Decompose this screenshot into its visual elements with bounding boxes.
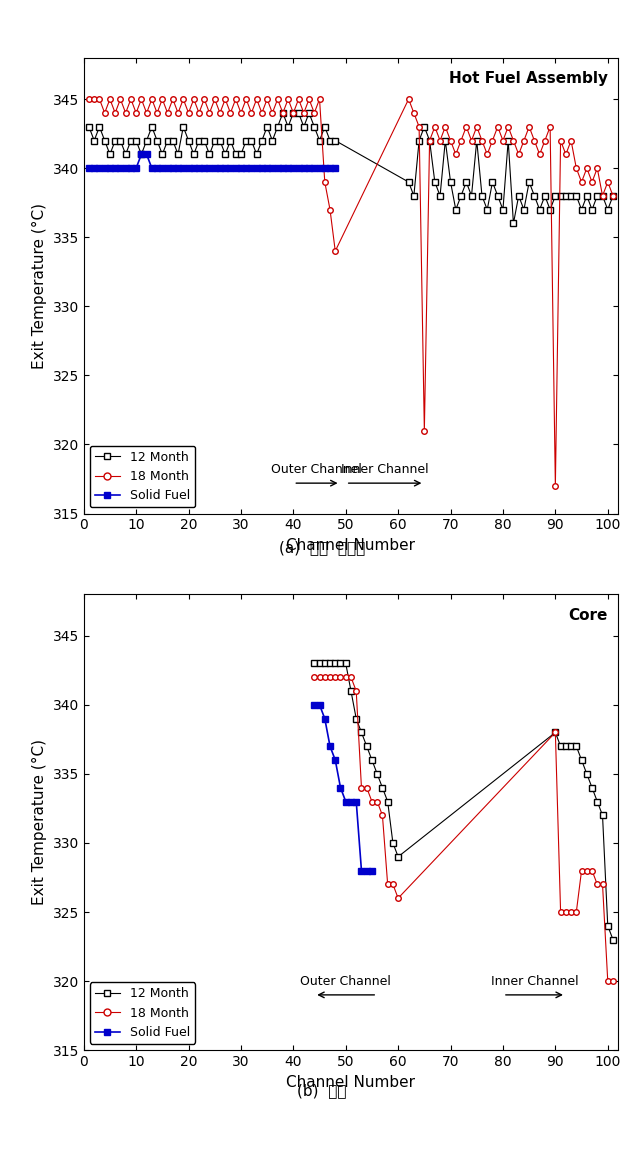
Text: Outer Channel: Outer Channel (300, 975, 391, 988)
Text: (b)  노심: (b) 노심 (298, 1084, 346, 1097)
Text: Inner Channel: Inner Channel (491, 975, 578, 988)
Y-axis label: Exit Temperature (°C): Exit Temperature (°C) (32, 740, 47, 905)
Text: (a)  고온  집합체: (a) 고온 집합체 (279, 541, 365, 555)
Text: Core: Core (568, 608, 607, 623)
Text: Inner Channel: Inner Channel (341, 463, 429, 477)
Y-axis label: Exit Temperature (°C): Exit Temperature (°C) (32, 203, 47, 368)
Legend: 12 Month, 18 Month, Solid Fuel: 12 Month, 18 Month, Solid Fuel (90, 445, 195, 508)
X-axis label: Channel Number: Channel Number (287, 538, 415, 553)
Text: Outer Channel: Outer Channel (272, 463, 363, 477)
Text: Hot Fuel Assembly: Hot Fuel Assembly (449, 72, 607, 87)
Legend: 12 Month, 18 Month, Solid Fuel: 12 Month, 18 Month, Solid Fuel (90, 982, 195, 1044)
X-axis label: Channel Number: Channel Number (287, 1074, 415, 1089)
